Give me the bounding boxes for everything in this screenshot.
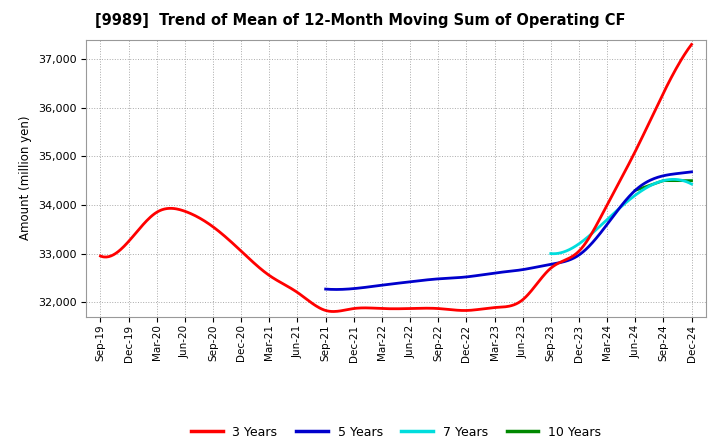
Y-axis label: Amount (million yen): Amount (million yen) — [19, 116, 32, 240]
Text: [9989]  Trend of Mean of 12-Month Moving Sum of Operating CF: [9989] Trend of Mean of 12-Month Moving … — [95, 13, 625, 28]
Legend: 3 Years, 5 Years, 7 Years, 10 Years: 3 Years, 5 Years, 7 Years, 10 Years — [186, 421, 606, 440]
